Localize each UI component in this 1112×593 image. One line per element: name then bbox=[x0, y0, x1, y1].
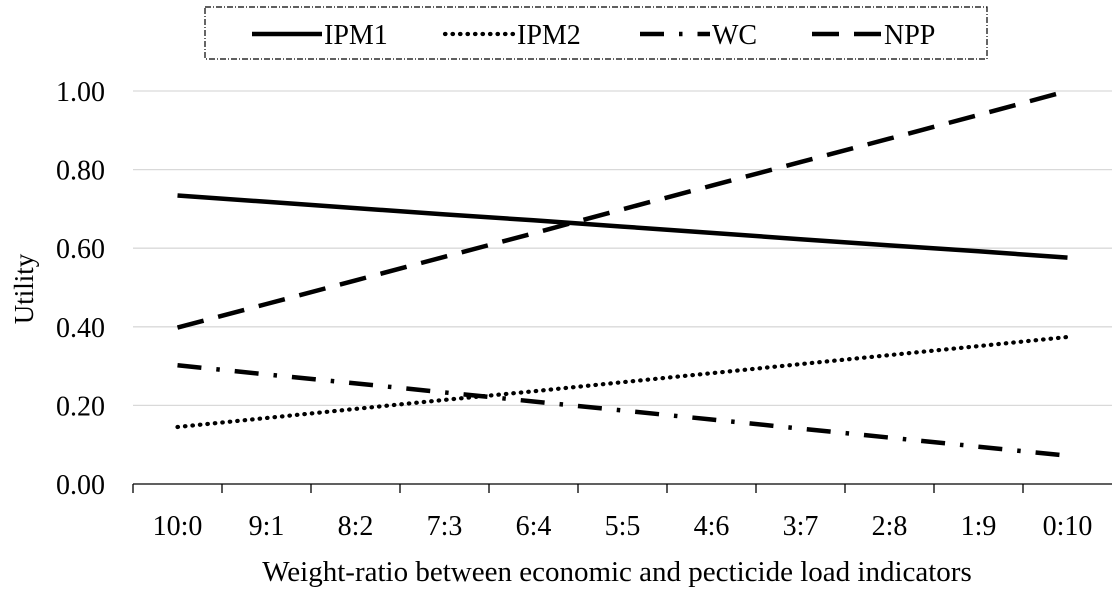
legend-label-ipm2: IPM2 bbox=[517, 20, 581, 51]
legend-box bbox=[204, 6, 988, 60]
series-line-ipm1 bbox=[177, 193, 1068, 260]
x-tick-label: 4:6 bbox=[694, 511, 730, 542]
x-tick-label: 0:10 bbox=[1043, 511, 1093, 542]
legend-label-ipm1: IPM1 bbox=[324, 20, 388, 51]
y-tick-label: 0.80 bbox=[56, 156, 105, 187]
y-tick-label: 0.60 bbox=[56, 234, 105, 265]
x-tick-label: 9:1 bbox=[249, 511, 285, 542]
x-tick-label: 2:8 bbox=[872, 511, 908, 542]
gridlines bbox=[133, 90, 1112, 407]
y-tick-label: 0.40 bbox=[56, 313, 105, 344]
series-lines bbox=[175, 88, 1070, 458]
y-axis-label: Utility bbox=[9, 253, 39, 324]
y-tick-label: 0.00 bbox=[56, 470, 105, 501]
legend-label-wc: WC bbox=[712, 20, 757, 51]
x-tick-label: 6:4 bbox=[516, 511, 552, 542]
y-tick-label: 1.00 bbox=[56, 77, 105, 108]
series-line-ipm2 bbox=[175, 334, 1070, 430]
x-tick-label: 10:0 bbox=[153, 511, 203, 542]
x-tick-label: 7:3 bbox=[427, 511, 463, 542]
series-line-npp bbox=[176, 88, 1069, 330]
legend: IPM1 IPM2 WC NPP bbox=[204, 6, 988, 60]
axes: 0.00 0.20 0.40 0.60 0.80 1.00 10:0 9:1 8:2 7:3 6:4… bbox=[56, 77, 1112, 542]
y-tick-label: 0.20 bbox=[56, 391, 105, 422]
x-tick-label: 3:7 bbox=[783, 511, 819, 542]
legend-label-npp: NPP bbox=[884, 20, 935, 51]
x-axis-label: Weight-ratio between economic and pectic… bbox=[262, 556, 972, 588]
x-tick-label: 8:2 bbox=[338, 511, 374, 542]
x-tick-label: 1:9 bbox=[961, 511, 997, 542]
x-tick-label: 5:5 bbox=[605, 511, 641, 542]
series-line-wc bbox=[177, 363, 1068, 458]
